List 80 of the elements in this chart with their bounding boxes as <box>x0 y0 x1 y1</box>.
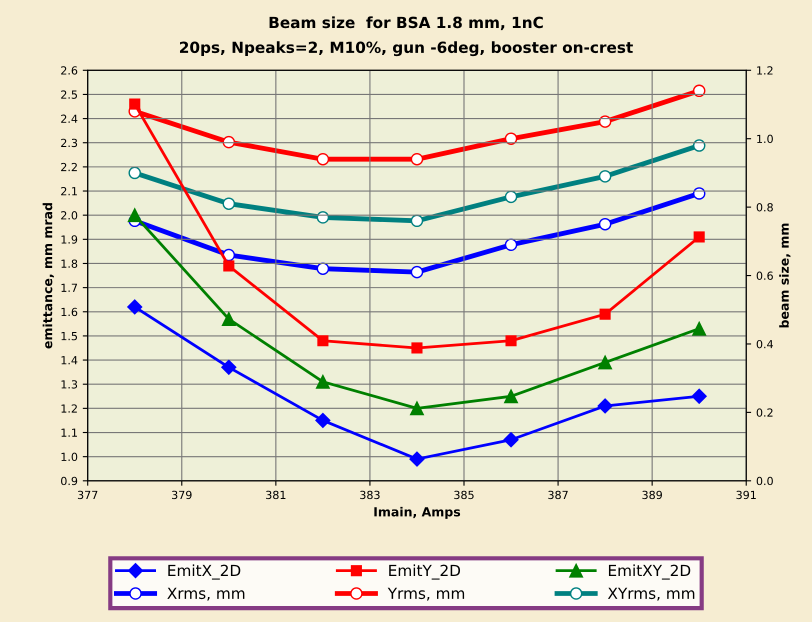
point <box>692 388 707 404</box>
y2-tick-label: 0.8 <box>756 203 773 212</box>
y-tick-label: 2.5 <box>61 90 78 99</box>
y2-tick-label: 0.0 <box>756 476 773 486</box>
point <box>411 342 423 354</box>
legend-label: EmitY_2D <box>389 564 460 580</box>
point <box>128 208 142 222</box>
x-tick-label: 391 <box>736 490 756 500</box>
y-tick-label: 2.0 <box>61 211 78 220</box>
point <box>410 152 424 166</box>
y-tick-label: 1.8 <box>62 259 78 268</box>
y-tick-label: 1.9 <box>62 235 78 244</box>
point <box>598 170 612 183</box>
legend-label: EmitX_2D <box>168 564 240 580</box>
y-tick-label: 1.3 <box>62 380 78 389</box>
y2-tick-label: 1.0 <box>757 134 773 144</box>
legend-label: Yrms, mm <box>388 588 464 601</box>
x-tick-label: 383 <box>360 490 380 500</box>
y-tick-label: 2.4 <box>61 114 78 123</box>
x-tick-label: 379 <box>172 490 192 500</box>
y-tick-label: 1.2 <box>62 404 77 413</box>
y-tick-label: 0.9 <box>61 476 78 486</box>
point <box>598 398 613 414</box>
y-tick-label: 1.7 <box>62 284 78 292</box>
point <box>692 322 706 336</box>
point <box>598 218 612 230</box>
point <box>692 187 706 200</box>
point <box>222 312 236 326</box>
y2-tick-label: 0.2 <box>756 408 773 417</box>
y-tick-label: 1.1 <box>62 428 77 437</box>
legend-label: XYrms, mm <box>608 588 694 601</box>
point <box>694 231 705 242</box>
point <box>223 260 234 272</box>
y-tick-label: 1.0 <box>62 452 78 462</box>
chart-subtitle: 20ps, Npeaks=2, M10%, gun -6deg, booster on-crest <box>180 41 633 56</box>
y-tick-label: 2.6 <box>61 66 78 75</box>
point <box>504 389 518 404</box>
point <box>129 98 140 110</box>
point <box>600 308 611 320</box>
y-axis-title: emittance, mm mrad <box>42 203 54 349</box>
point <box>410 214 424 228</box>
y-tick-label: 1.4 <box>62 356 78 364</box>
point <box>316 211 330 224</box>
point <box>505 335 517 346</box>
x-tick-label: 387 <box>548 490 568 500</box>
x-tick-label: 381 <box>266 490 286 500</box>
y2-axis-title: beam size, mm <box>779 224 790 328</box>
point <box>410 401 424 416</box>
point <box>317 335 328 346</box>
y-tick-label: 1.5 <box>62 332 78 340</box>
point <box>598 115 612 128</box>
x-tick-label: 385 <box>454 490 474 500</box>
point <box>503 432 519 448</box>
chart-title: Beam size for BSA 1.8 mm, 1nC <box>270 16 543 30</box>
point <box>409 452 425 467</box>
point <box>316 374 330 389</box>
legend-label: Xrms, mm <box>167 588 244 601</box>
point <box>128 166 141 180</box>
x-tick-label: 377 <box>78 490 98 500</box>
legend-label: EmitXY_2D <box>608 564 690 580</box>
y-tick-label: 2.1 <box>61 187 77 196</box>
x-axis-title: Imain, Amps <box>374 506 460 519</box>
point <box>598 356 612 370</box>
y2-tick-label: 1.2 <box>757 66 773 75</box>
point <box>692 84 706 98</box>
y2-tick-label: 0.6 <box>756 272 773 280</box>
point <box>127 299 142 315</box>
x-tick-label: 389 <box>642 490 662 500</box>
y-tick-label: 2.2 <box>61 162 77 172</box>
y-tick-label: 2.3 <box>61 138 78 148</box>
point <box>315 412 330 428</box>
y2-tick-label: 0.4 <box>756 340 773 348</box>
y-tick-label: 1.6 <box>62 308 78 316</box>
point <box>316 152 330 166</box>
point <box>316 262 330 275</box>
point <box>410 266 424 278</box>
point <box>222 197 236 210</box>
point <box>221 360 236 375</box>
point <box>504 238 518 252</box>
point <box>504 190 518 204</box>
